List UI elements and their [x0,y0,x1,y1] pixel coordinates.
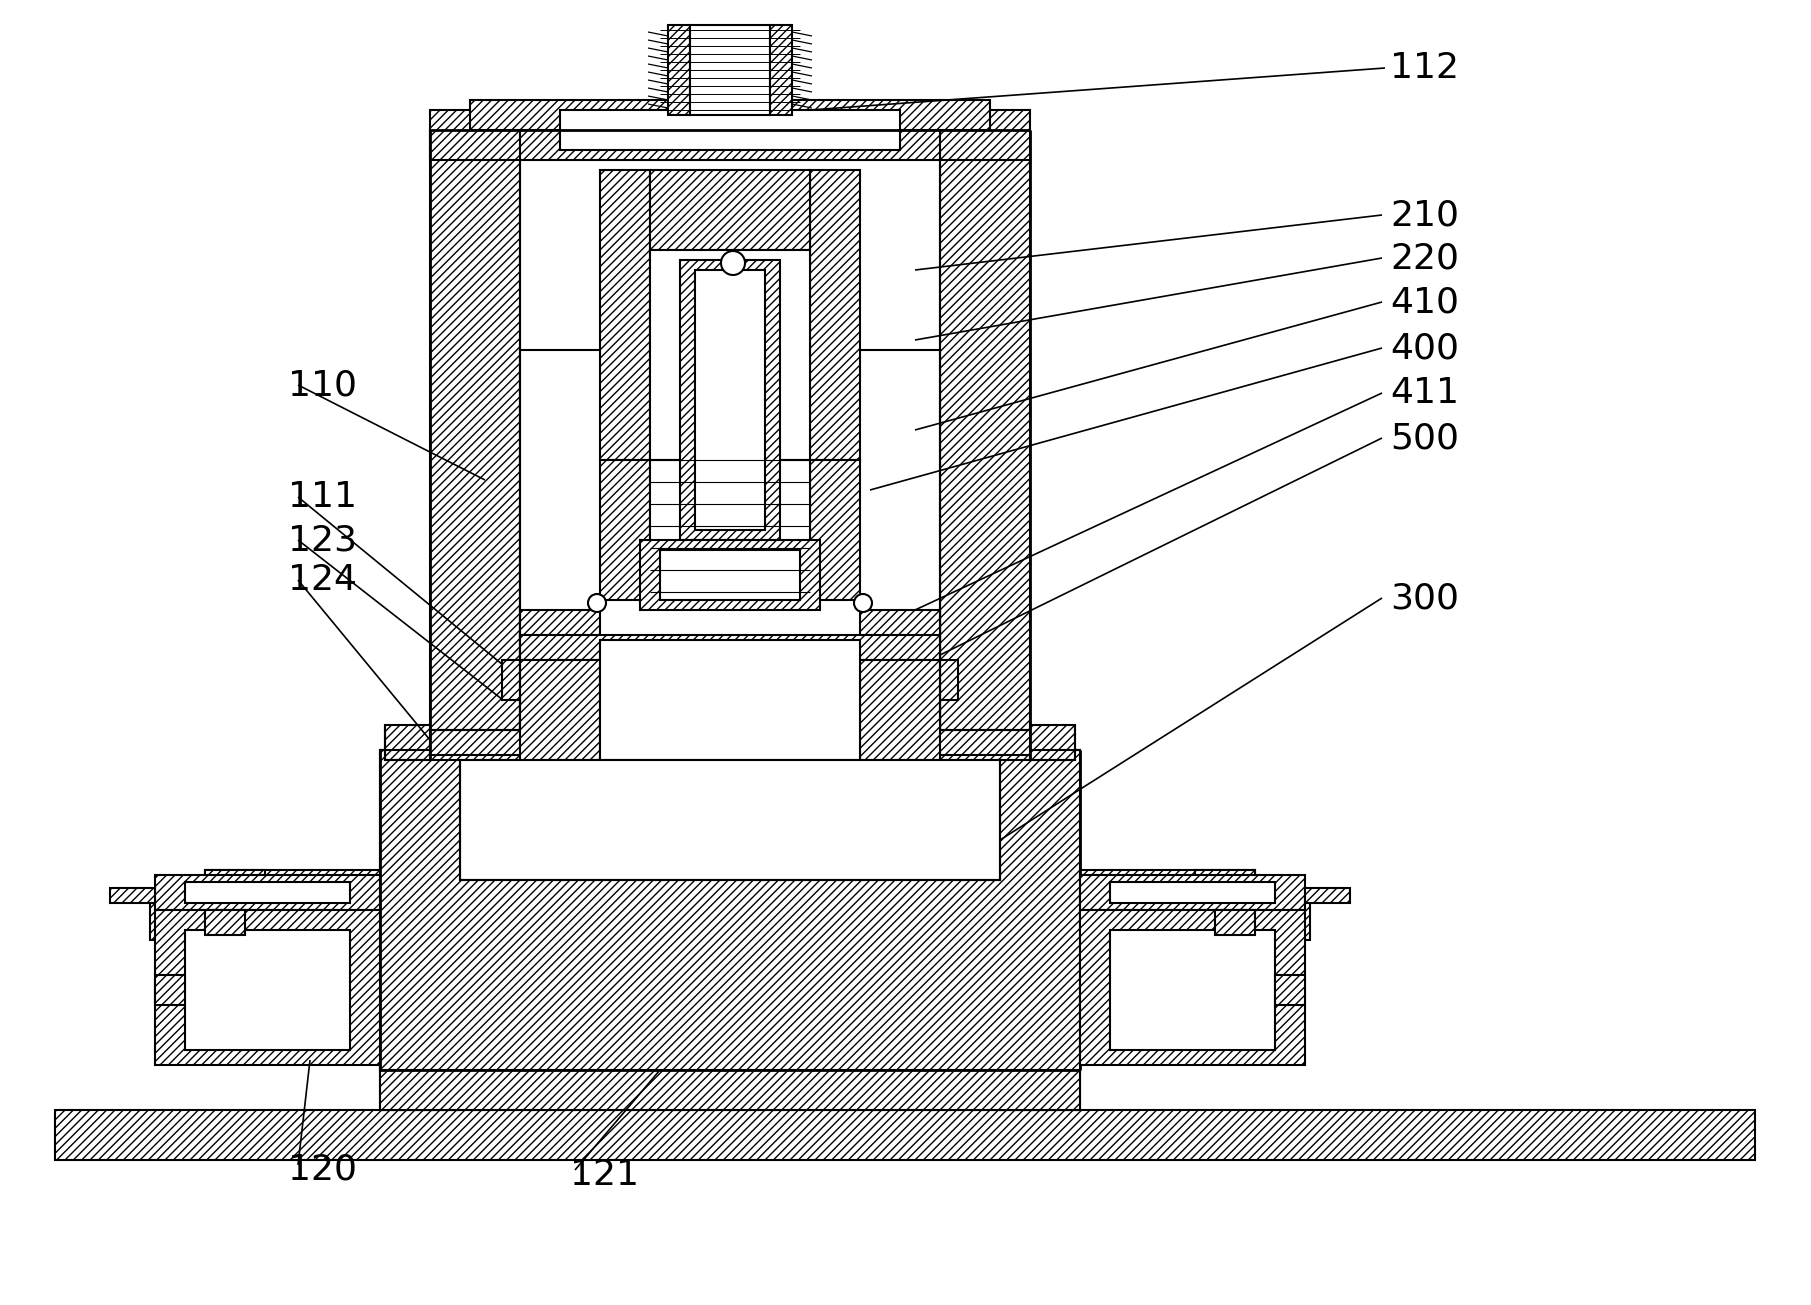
Bar [205,870,380,960]
Text: 410: 410 [1391,284,1460,318]
Bar [1079,870,1255,960]
Bar [156,874,380,910]
Bar [860,609,940,639]
Text: 500: 500 [1391,422,1460,455]
Bar [471,100,991,130]
Bar [860,660,940,760]
Bar [1096,885,1235,945]
Text: 112: 112 [1391,51,1460,85]
Bar [810,459,860,600]
Bar [1275,975,1306,1005]
Bar [520,636,940,660]
Bar [380,750,460,1111]
Bar [1030,726,1076,760]
Bar [205,940,264,960]
Bar [156,910,380,1065]
Bar [560,110,900,150]
Bar [219,960,250,980]
Bar [639,540,820,609]
Bar [205,910,244,934]
Bar [520,350,940,729]
Bar [690,25,770,115]
Bar [429,130,520,760]
Bar [176,960,380,1060]
Bar [679,260,781,540]
Bar [1079,960,1286,1060]
Text: 220: 220 [1391,241,1460,275]
Bar [502,660,520,699]
Text: 411: 411 [1391,376,1460,410]
Bar [1195,870,1255,890]
Circle shape [589,594,607,612]
Bar [429,110,1030,161]
Bar [659,549,800,600]
Text: 110: 110 [288,368,357,402]
Bar [185,930,350,1051]
Text: 300: 300 [1391,581,1460,615]
Text: 124: 124 [288,562,357,596]
Bar [386,726,429,760]
Bar [1215,910,1255,934]
Bar [156,975,185,1005]
Bar [650,170,810,251]
Bar [1255,890,1309,940]
Bar [1000,750,1079,1111]
Bar [520,660,599,760]
Text: 111: 111 [288,480,357,514]
Bar [940,130,1030,760]
Bar [520,609,599,639]
Bar [650,251,810,459]
Bar [668,25,690,115]
Bar [225,885,366,945]
Polygon shape [156,874,380,1060]
Bar [770,25,791,115]
Bar [1110,930,1275,1051]
Bar [1306,887,1349,903]
Bar [1110,882,1275,903]
Bar [599,459,650,600]
Bar [150,890,205,940]
Bar [380,1060,1079,1111]
Text: 121: 121 [570,1158,639,1191]
Bar [429,729,1030,756]
Polygon shape [460,760,1000,880]
Text: 400: 400 [1391,331,1460,365]
Bar [1195,940,1255,960]
Bar [599,170,650,459]
Bar [110,887,156,903]
Bar [599,639,860,760]
Bar [940,660,958,699]
Bar [810,170,860,459]
Text: 123: 123 [288,523,357,557]
Polygon shape [380,750,1079,1070]
Circle shape [721,251,744,275]
Bar [54,1111,1755,1160]
Bar [650,459,810,600]
Bar [1079,874,1306,910]
Bar [1210,960,1241,980]
Bar [216,970,264,980]
Bar [185,882,350,903]
Bar [205,870,264,890]
Bar [695,270,764,530]
Text: 210: 210 [1391,198,1460,232]
Circle shape [855,594,873,612]
Polygon shape [460,760,1000,1060]
Bar [205,975,355,1045]
Text: 120: 120 [288,1154,357,1188]
Bar [1079,910,1306,1065]
Bar [1105,975,1255,1045]
